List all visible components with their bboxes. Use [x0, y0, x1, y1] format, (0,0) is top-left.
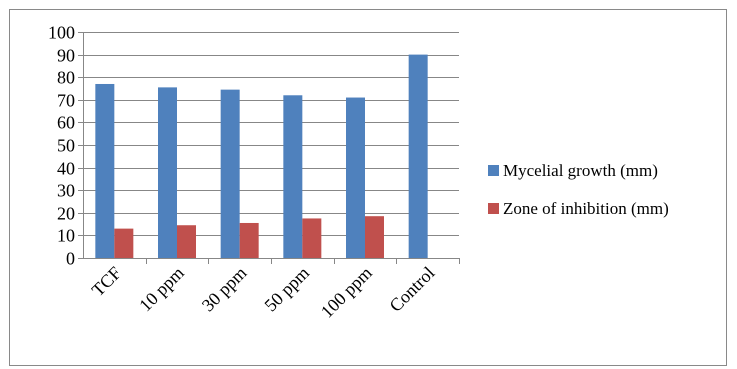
legend: Mycelial growth (mm) Zone of inhibition (…: [488, 161, 669, 218]
bar-zone-of-inhibition: [302, 218, 322, 258]
bars: [95, 54, 428, 259]
legend-label: Mycelial growth (mm): [503, 161, 658, 180]
bar-mycelial-growth: [283, 95, 303, 258]
y-tick-label: 40: [57, 159, 75, 179]
bar-mycelial-growth: [408, 54, 428, 258]
y-tick-label: 70: [57, 91, 75, 111]
chart-frame: [9, 9, 727, 366]
bar-mycelial-growth: [346, 97, 365, 258]
axes: [78, 32, 460, 264]
bar-zone-of-inhibition: [177, 225, 196, 258]
gridlines: [83, 32, 459, 236]
legend-label: Zone of inhibition (mm): [503, 199, 669, 218]
y-tick-label: 0: [66, 249, 75, 269]
y-tick-label: 30: [57, 181, 75, 201]
legend-swatch: [488, 165, 499, 176]
y-tick-label: 50: [57, 136, 75, 156]
bar-zone-of-inhibition: [114, 228, 134, 258]
bar-zone-of-inhibition: [239, 222, 259, 258]
y-tick-label: 10: [57, 226, 75, 246]
y-tick-label: 60: [57, 113, 75, 133]
legend-swatch: [488, 203, 499, 214]
bar-mycelial-growth: [95, 83, 115, 258]
bar-zone-of-inhibition: [365, 216, 384, 258]
y-tick-label: 100: [48, 23, 75, 43]
bar-mycelial-growth: [220, 89, 240, 258]
y-tick-label: 20: [57, 204, 75, 224]
y-tick-label: 90: [57, 46, 75, 66]
bar-mycelial-growth: [158, 87, 177, 259]
y-tick-label: 80: [57, 68, 75, 88]
